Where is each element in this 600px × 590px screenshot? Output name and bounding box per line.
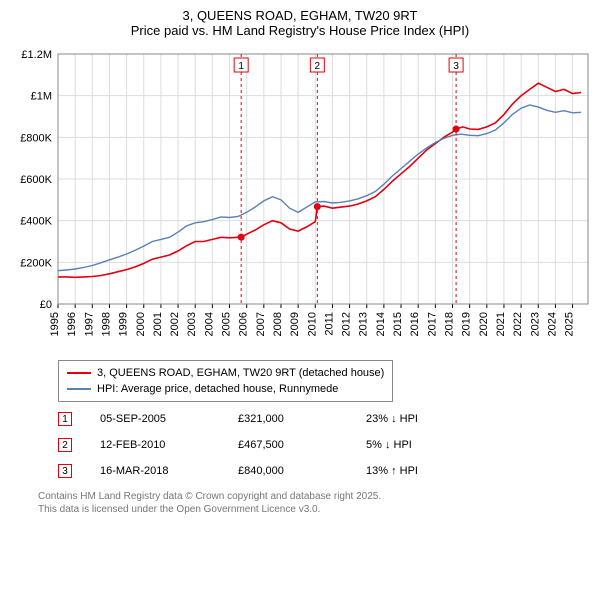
x-tick-label: 2024 xyxy=(546,312,558,336)
sale-price: £467,500 xyxy=(238,439,338,451)
y-tick-label: £600K xyxy=(20,174,52,186)
sale-marker-dot xyxy=(314,203,321,210)
footer-line2: This data is licensed under the Open Gov… xyxy=(38,503,592,516)
y-tick-label: £1.2M xyxy=(21,49,52,61)
x-tick-label: 2011 xyxy=(323,312,335,336)
sale-date: 12-FEB-2010 xyxy=(100,439,210,451)
chart-container: £0 £200K £400K £600K £800K £1M £1.2M 1995 1996 19… xyxy=(8,44,592,354)
x-tick-label: 2005 xyxy=(221,312,233,336)
sale-marker-number: 2 xyxy=(315,61,321,72)
x-tick-label: 2018 xyxy=(443,312,455,336)
legend-swatch xyxy=(67,372,91,374)
y-tick-label: £0 xyxy=(40,299,52,311)
x-tick-label: 2010 xyxy=(306,312,318,336)
x-tick-label: 2012 xyxy=(341,312,353,336)
sale-marker-dot xyxy=(453,126,460,133)
legend-swatch xyxy=(67,388,91,390)
sale-row: 2 12-FEB-2010 £467,500 5% ↓ HPI xyxy=(58,432,592,458)
footer-attribution: Contains HM Land Registry data © Crown c… xyxy=(38,490,592,516)
x-tick-label: 2021 xyxy=(495,312,507,336)
x-tick-label: 2004 xyxy=(203,312,215,336)
legend-row: 3, QUEENS ROAD, EGHAM, TW20 9RT (detache… xyxy=(67,365,384,381)
y-tick-label: £400K xyxy=(20,216,52,228)
chart-title-block: 3, QUEENS ROAD, EGHAM, TW20 9RT Price pa… xyxy=(8,8,592,38)
sales-table: 1 05-SEP-2005 £321,000 23% ↓ HPI 2 12-FEB-201… xyxy=(58,406,592,484)
x-tick-label: 2017 xyxy=(426,312,438,336)
sale-row: 1 05-SEP-2005 £321,000 23% ↓ HPI xyxy=(58,406,592,432)
x-tick-label: 2006 xyxy=(238,312,250,336)
x-tick-label: 2001 xyxy=(152,312,164,336)
title-line2: Price paid vs. HM Land Registry's House … xyxy=(8,23,592,38)
x-tick-label: 2003 xyxy=(186,312,198,336)
legend-row: HPI: Average price, detached house, Runn… xyxy=(67,381,384,397)
x-tick-label: 1998 xyxy=(100,312,112,336)
line-chart: £0 £200K £400K £600K £800K £1M £1.2M 1995 1996 19… xyxy=(8,44,592,354)
sale-diff: 13% ↑ HPI xyxy=(366,465,466,477)
legend-label: HPI: Average price, detached house, Runn… xyxy=(97,381,338,397)
x-tick-label: 2023 xyxy=(529,312,541,336)
x-tick-label: 2014 xyxy=(375,312,387,336)
sale-marker-cell: 1 xyxy=(58,412,72,426)
legend-label: 3, QUEENS ROAD, EGHAM, TW20 9RT (detache… xyxy=(97,365,384,381)
sale-row: 3 16-MAR-2018 £840,000 13% ↑ HPI xyxy=(58,458,592,484)
sale-marker-number: 1 xyxy=(238,61,244,72)
sale-diff: 23% ↓ HPI xyxy=(366,413,466,425)
series-price_paid xyxy=(58,83,581,277)
x-tick-label: 2013 xyxy=(358,312,370,336)
sale-marker-cell: 2 xyxy=(58,438,72,452)
sale-diff: 5% ↓ HPI xyxy=(366,439,466,451)
y-tick-label: £800K xyxy=(20,132,52,144)
x-tick-label: 1995 xyxy=(49,312,61,336)
x-tick-label: 1997 xyxy=(83,312,95,336)
x-tick-label: 2025 xyxy=(564,312,576,336)
x-tick-label: 2007 xyxy=(255,312,267,336)
legend: 3, QUEENS ROAD, EGHAM, TW20 9RT (detache… xyxy=(58,360,393,402)
sale-date: 16-MAR-2018 xyxy=(100,465,210,477)
x-tick-label: 2015 xyxy=(392,312,404,336)
sale-date: 05-SEP-2005 xyxy=(100,413,210,425)
y-tick-label: £200K xyxy=(20,257,52,269)
series-hpi xyxy=(58,105,581,271)
title-line1: 3, QUEENS ROAD, EGHAM, TW20 9RT xyxy=(8,8,592,23)
sale-marker-cell: 3 xyxy=(58,464,72,478)
x-tick-label: 2022 xyxy=(512,312,524,336)
sale-marker-dot xyxy=(238,234,245,241)
x-tick-label: 2000 xyxy=(135,312,147,336)
x-tick-label: 2020 xyxy=(478,312,490,336)
x-tick-label: 2016 xyxy=(409,312,421,336)
x-tick-label: 2008 xyxy=(272,312,284,336)
sale-price: £840,000 xyxy=(238,465,338,477)
sale-price: £321,000 xyxy=(238,413,338,425)
x-tick-label: 2019 xyxy=(461,312,473,336)
x-tick-label: 1999 xyxy=(118,312,130,336)
footer-line1: Contains HM Land Registry data © Crown c… xyxy=(38,490,592,503)
x-tick-label: 1996 xyxy=(66,312,78,336)
x-tick-label: 2002 xyxy=(169,312,181,336)
sale-marker-number: 3 xyxy=(453,61,459,72)
y-tick-label: £1M xyxy=(31,91,52,103)
x-tick-label: 2009 xyxy=(289,312,301,336)
